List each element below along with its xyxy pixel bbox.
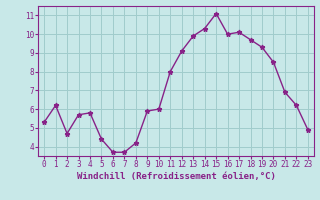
X-axis label: Windchill (Refroidissement éolien,°C): Windchill (Refroidissement éolien,°C) [76,172,276,181]
